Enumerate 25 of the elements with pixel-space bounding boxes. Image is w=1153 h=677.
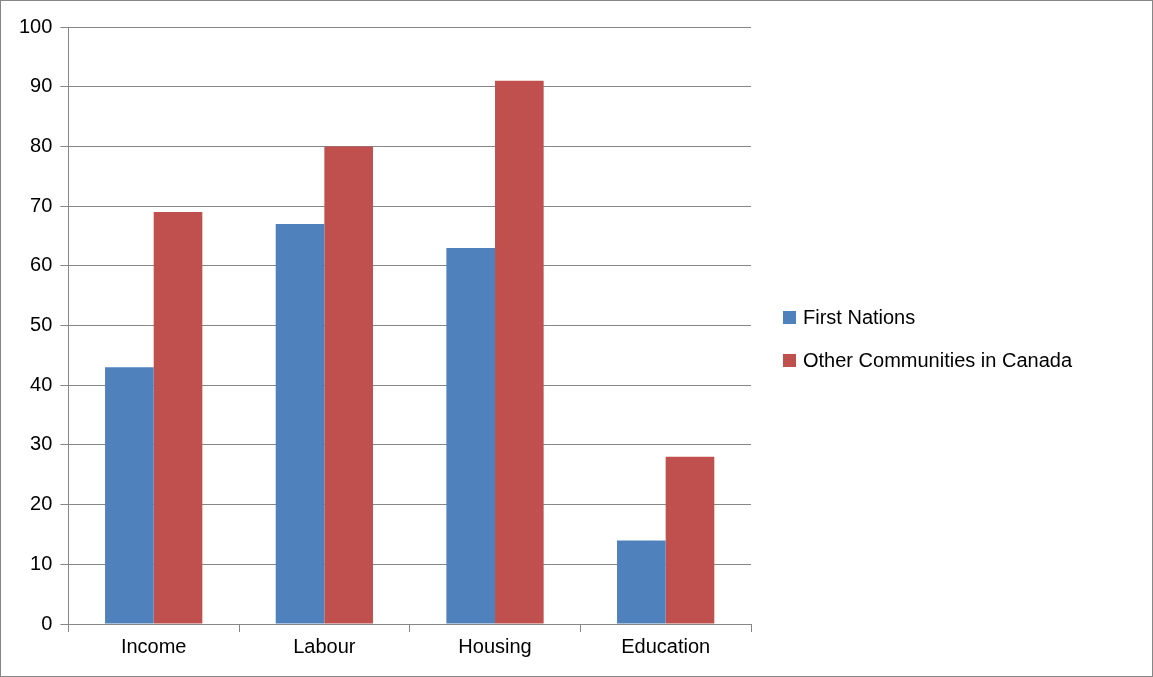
y-tick-label: 30: [30, 432, 53, 455]
y-tick-label: 0: [41, 611, 53, 634]
y-tick-label: 50: [30, 313, 53, 336]
bar: [617, 540, 666, 624]
legend-label: First Nations: [803, 305, 916, 329]
y-tick-label: 70: [30, 193, 53, 216]
x-tick-label: Labour: [293, 634, 356, 657]
x-tick-label: Income: [120, 634, 187, 657]
bar: [105, 367, 154, 624]
legend-label: Other Communities in Canada: [803, 348, 1073, 372]
bar: [495, 80, 544, 624]
bar: [446, 247, 496, 624]
y-tick-label: 100: [18, 14, 53, 37]
x-tick-label: Housing: [458, 634, 532, 657]
y-tick-label: 20: [30, 492, 53, 515]
bar: [324, 146, 373, 624]
y-tick-label: 10: [30, 551, 53, 574]
bar: [665, 456, 715, 624]
y-tick-label: 80: [30, 133, 53, 156]
x-tick-label: Education: [621, 634, 711, 657]
bar: [275, 224, 325, 624]
y-tick-label: 40: [30, 372, 53, 395]
y-tick-label: 90: [30, 74, 53, 97]
bar: [153, 212, 203, 624]
y-tick-label: 60: [30, 253, 53, 276]
